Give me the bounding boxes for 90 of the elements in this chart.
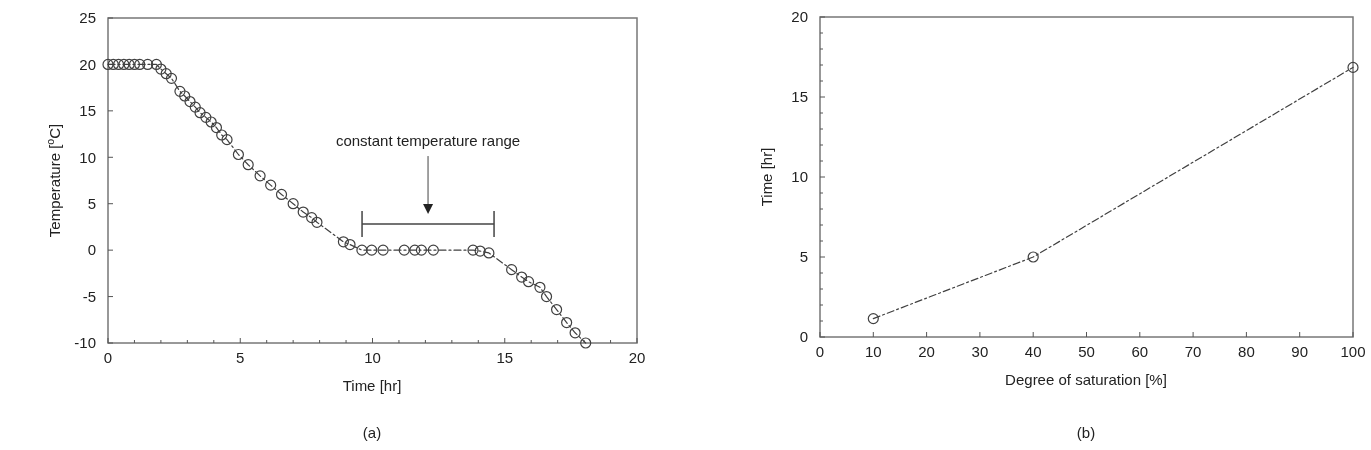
- point: [297, 206, 309, 218]
- point: [467, 244, 479, 256]
- y-tick-label: 5: [87, 194, 96, 212]
- point: [427, 244, 439, 256]
- point: [189, 101, 201, 113]
- point: [134, 58, 146, 71]
- point: [311, 216, 323, 228]
- y-tick-label: -5: [82, 287, 96, 305]
- y-tick-label: 10: [79, 148, 96, 166]
- point: [867, 313, 879, 325]
- point: [415, 244, 428, 256]
- x-tick-label: 80: [1238, 343, 1255, 360]
- y-tick-label: 10: [791, 168, 808, 186]
- point: [216, 129, 228, 141]
- point: [165, 72, 178, 84]
- point: [123, 58, 135, 71]
- point: [287, 198, 299, 210]
- point: [221, 134, 233, 146]
- point: [366, 244, 378, 256]
- point: [142, 58, 154, 71]
- point: [179, 90, 191, 102]
- point: [210, 121, 223, 134]
- x-tick-label: 70: [1184, 343, 1202, 360]
- point: [540, 290, 553, 303]
- x-tick-label: 50: [1078, 343, 1095, 360]
- y-tick-label: 25: [79, 9, 96, 27]
- point: [150, 58, 162, 71]
- point: [356, 244, 368, 256]
- y-tick-label: 5: [799, 248, 808, 266]
- point: [265, 179, 277, 191]
- x-tick-label: 20: [918, 343, 935, 360]
- x-tick-label: 0: [103, 349, 113, 366]
- point: [174, 85, 186, 97]
- point: [522, 276, 535, 288]
- text: (b): [1076, 424, 1096, 441]
- point: [483, 247, 495, 259]
- x-tick-label: 100: [1340, 343, 1366, 360]
- y-tick-label: 20: [79, 55, 96, 73]
- point: [561, 316, 573, 329]
- point: [474, 245, 486, 257]
- point: [580, 337, 592, 349]
- point: [398, 244, 410, 256]
- y-tick-label: 15: [79, 102, 96, 120]
- point: [200, 111, 212, 123]
- point: [232, 148, 244, 161]
- x-tick-label: 30: [971, 343, 989, 360]
- point: [1347, 61, 1359, 73]
- annotation: constant temperature range: [335, 132, 521, 150]
- point: [118, 58, 130, 71]
- y-tick-label: 0: [87, 241, 96, 259]
- point: [254, 170, 266, 182]
- x-tick-label: 15: [496, 349, 514, 366]
- point: [112, 58, 125, 71]
- x-axis-title: Degree of saturation [%]: [1005, 371, 1167, 388]
- point: [155, 63, 167, 75]
- point: [242, 159, 254, 171]
- point: [409, 244, 421, 256]
- y-tick-label: 0: [799, 328, 808, 346]
- point: [337, 236, 350, 248]
- x-tick-label: 10: [864, 343, 882, 360]
- x-tick-label: 60: [1131, 343, 1149, 360]
- point: [128, 58, 141, 71]
- x-axis-title: Time [hr]: [342, 377, 402, 394]
- x-tick-label: 40: [1024, 343, 1042, 360]
- point: [275, 188, 288, 201]
- y-axis-title: Time [hr]: [758, 147, 775, 207]
- point: [306, 212, 318, 224]
- y-tick-label: -10: [74, 334, 96, 352]
- point: [377, 244, 389, 256]
- point: [506, 264, 518, 276]
- x-tick-label: 90: [1291, 343, 1309, 360]
- text: (a): [362, 424, 382, 441]
- point: [569, 327, 581, 339]
- y-tick-label: 15: [791, 88, 808, 106]
- point: [184, 95, 196, 108]
- point: [550, 303, 563, 316]
- y-tick-label: 20: [791, 8, 808, 26]
- x-tick-label: 0: [815, 343, 825, 360]
- point: [107, 58, 119, 71]
- x-tick-label: 20: [628, 349, 646, 366]
- point: [534, 281, 546, 293]
- point: [344, 238, 356, 251]
- x-tick-label: 5: [236, 349, 245, 366]
- point: [194, 107, 206, 119]
- point: [160, 68, 172, 80]
- point: [205, 116, 217, 128]
- point: [1027, 251, 1039, 263]
- x-tick-label: 10: [364, 349, 381, 366]
- point: [516, 271, 528, 283]
- point: [102, 58, 114, 71]
